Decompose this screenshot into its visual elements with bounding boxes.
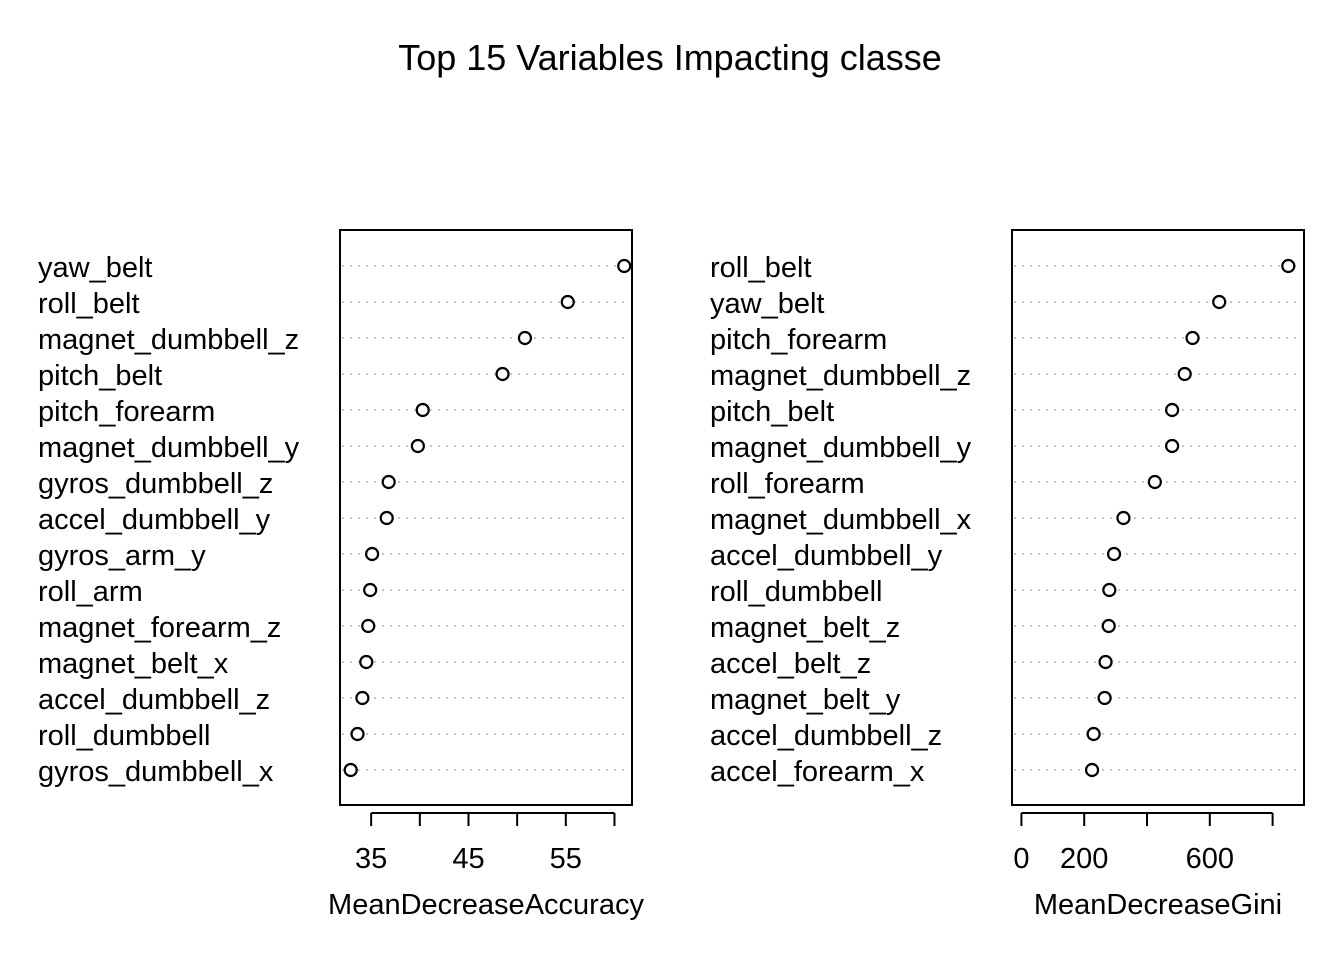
- gini-x-tick-label: 600: [1186, 843, 1234, 875]
- accuracy-variable-label: roll_dumbbell: [38, 720, 211, 752]
- gini-data-point: [1212, 294, 1227, 310]
- accuracy-data-point: [350, 726, 365, 742]
- accuracy-x-axis-title: MeanDecreaseAccuracy: [328, 889, 644, 921]
- gini-data-point: [1185, 330, 1200, 346]
- gini-data-point: [1177, 366, 1192, 382]
- accuracy-x-tick-label: 45: [452, 843, 484, 875]
- gini-variable-label: roll_belt: [710, 252, 812, 284]
- chart-title: Top 15 Variables Impacting classe: [398, 37, 942, 78]
- gini-data-point: [1165, 402, 1180, 418]
- gini-data-point: [1098, 654, 1113, 670]
- gini-data-point: [1101, 618, 1116, 634]
- gini-variable-label: accel_belt_z: [710, 648, 871, 680]
- accuracy-variable-label: roll_belt: [38, 288, 140, 320]
- accuracy-variable-label: magnet_forearm_z: [38, 612, 281, 644]
- accuracy-variable-label: roll_arm: [38, 576, 143, 608]
- accuracy-plot-frame: [339, 229, 633, 806]
- accuracy-variable-label: magnet_dumbbell_y: [38, 432, 300, 464]
- gini-variable-labels: roll_belt yaw_belt pitch_forearm magnet_dum…: [710, 252, 972, 788]
- accuracy-x-tick-label: 55: [550, 843, 582, 875]
- accuracy-data-point: [495, 366, 510, 382]
- accuracy-data-point: [361, 618, 376, 634]
- gini-plot-frame: [1011, 229, 1305, 806]
- gini-data-point: [1097, 690, 1112, 706]
- gini-variable-label: magnet_dumbbell_y: [710, 432, 972, 464]
- accuracy-data-point: [381, 474, 396, 490]
- accuracy-variable-label: pitch_forearm: [38, 396, 215, 428]
- accuracy-variable-label: gyros_dumbbell_x: [38, 756, 274, 788]
- accuracy-variable-label: gyros_dumbbell_z: [38, 468, 273, 500]
- gini-variable-label: pitch_forearm: [710, 324, 887, 356]
- gini-points: [1084, 258, 1296, 778]
- accuracy-data-point: [617, 258, 632, 274]
- accuracy-data-point: [343, 762, 358, 778]
- accuracy-data-point: [410, 438, 425, 454]
- gini-variable-label: accel_dumbbell_z: [710, 720, 942, 752]
- accuracy-x-ticks: 35 45 55: [355, 813, 616, 875]
- gini-x-ticks: 0 200 600: [1013, 813, 1274, 875]
- gini-variable-label: yaw_belt: [710, 288, 824, 320]
- gini-variable-label: magnet_dumbbell_x: [710, 504, 972, 536]
- accuracy-variable-label: accel_dumbbell_z: [38, 684, 270, 716]
- gini-variable-label: accel_dumbbell_y: [710, 540, 943, 572]
- gini-data-point: [1086, 726, 1101, 742]
- gini-data-point: [1106, 546, 1122, 562]
- gini-panel: roll_belt yaw_belt pitch_forearm magnet_dum…: [710, 229, 1305, 921]
- gini-data-point: [1147, 474, 1162, 490]
- accuracy-variable-label: pitch_belt: [38, 360, 162, 392]
- gini-variable-label: magnet_belt_y: [710, 684, 901, 716]
- accuracy-data-point: [355, 690, 370, 706]
- accuracy-variable-label: accel_dumbbell_y: [38, 504, 271, 536]
- gini-x-tick-label: 200: [1060, 843, 1108, 875]
- accuracy-data-point: [560, 294, 575, 310]
- gini-data-point: [1084, 762, 1100, 778]
- accuracy-variable-label: magnet_dumbbell_z: [38, 324, 299, 356]
- accuracy-data-point: [359, 654, 374, 670]
- gini-x-tick-label: 0: [1013, 843, 1029, 875]
- gini-variable-label: accel_forearm_x: [710, 756, 925, 788]
- gini-variable-label: magnet_belt_z: [710, 612, 900, 644]
- accuracy-panel: yaw_belt roll_belt magnet_dumbbell_z pitch_…: [38, 229, 644, 921]
- gini-guides: [1014, 265, 1302, 771]
- accuracy-variable-labels: yaw_belt roll_belt magnet_dumbbell_z pitch_…: [38, 252, 300, 788]
- gini-variable-label: roll_dumbbell: [710, 576, 883, 608]
- accuracy-variable-label: gyros_arm_y: [38, 540, 206, 572]
- gini-data-point: [1165, 438, 1180, 454]
- accuracy-variable-label: yaw_belt: [38, 252, 152, 284]
- gini-data-point: [1102, 582, 1117, 598]
- gini-variable-label: pitch_belt: [710, 396, 834, 428]
- accuracy-x-tick-label: 35: [355, 843, 387, 875]
- accuracy-data-point: [517, 330, 533, 346]
- accuracy-data-point: [415, 402, 430, 418]
- accuracy-data-point: [379, 510, 394, 526]
- gini-variable-label: magnet_dumbbell_z: [710, 360, 971, 392]
- gini-variable-label: roll_forearm: [710, 468, 865, 500]
- gini-data-point: [1116, 510, 1131, 526]
- accuracy-data-point: [363, 582, 378, 598]
- accuracy-points: [343, 258, 632, 778]
- accuracy-variable-label: magnet_belt_x: [38, 648, 229, 680]
- accuracy-data-point: [365, 546, 380, 562]
- gini-data-point: [1281, 258, 1296, 274]
- accuracy-guides: [342, 265, 630, 771]
- gini-x-axis-title: MeanDecreaseGini: [1034, 889, 1282, 921]
